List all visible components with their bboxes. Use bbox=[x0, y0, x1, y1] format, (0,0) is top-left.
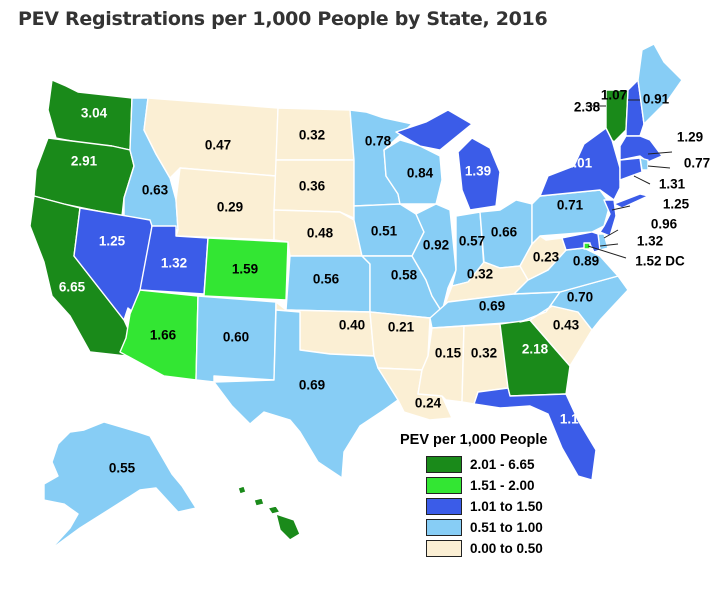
state-me bbox=[637, 43, 683, 125]
value-label-vt: 2.38 bbox=[574, 100, 601, 115]
state-co bbox=[203, 237, 289, 301]
value-label-ut: 1.32 bbox=[161, 256, 187, 271]
value-label-mt: 0.47 bbox=[205, 138, 231, 153]
value-label-ga: 2.18 bbox=[522, 342, 549, 357]
value-label-ky: 0.32 bbox=[467, 267, 493, 282]
legend-item: 0.00 to 0.50 bbox=[400, 538, 548, 559]
value-label-wv: 0.23 bbox=[533, 250, 560, 265]
value-label-nj: 1.25 bbox=[663, 197, 690, 212]
state-md bbox=[561, 231, 601, 253]
value-label-or: 2.91 bbox=[71, 154, 98, 169]
state-nj bbox=[599, 199, 617, 237]
value-label-mn: 0.78 bbox=[365, 134, 392, 149]
value-label-il: 0.92 bbox=[423, 238, 449, 253]
value-label-id: 0.63 bbox=[142, 183, 169, 198]
legend-swatch bbox=[426, 519, 462, 536]
legend-item: 0.51 to 1.00 bbox=[400, 517, 548, 538]
legend-swatch bbox=[426, 540, 462, 557]
legend-title: PEV per 1,000 People bbox=[400, 432, 548, 448]
callout-lines bbox=[586, 99, 673, 259]
value-label-nh: 1.07 bbox=[601, 88, 627, 103]
value-label-me: 0.91 bbox=[643, 92, 670, 107]
value-label-tx: 0.69 bbox=[299, 378, 325, 393]
legend-label: 1.01 to 1.50 bbox=[470, 499, 543, 514]
state-dc bbox=[583, 242, 591, 250]
state-ct bbox=[619, 157, 643, 181]
state-wi bbox=[383, 139, 443, 205]
value-label-in: 0.57 bbox=[459, 234, 485, 249]
state-hi bbox=[237, 485, 301, 541]
legend-item: 1.51 - 2.00 bbox=[400, 475, 548, 496]
value-label-ct: 1.31 bbox=[659, 177, 686, 192]
value-label-ms: 0.15 bbox=[435, 346, 462, 361]
value-label-ia: 0.51 bbox=[371, 224, 398, 239]
legend-label: 2.01 - 6.65 bbox=[470, 457, 535, 472]
legend-swatch bbox=[426, 477, 462, 494]
state-fl bbox=[473, 387, 597, 481]
value-label-la: 0.24 bbox=[415, 396, 442, 411]
state-mi bbox=[395, 109, 501, 211]
legend-item: 2.01 - 6.65 bbox=[400, 454, 548, 475]
state-sd bbox=[273, 159, 355, 219]
value-label-pa: 0.71 bbox=[557, 198, 584, 213]
value-label-ri: 0.77 bbox=[684, 156, 710, 171]
map-title: PEV Registrations per 1,000 People by St… bbox=[18, 8, 548, 30]
value-label-de: 0.96 bbox=[651, 217, 678, 232]
value-label-sc: 0.43 bbox=[553, 318, 580, 333]
value-label-dc: 1.52 DC bbox=[635, 254, 685, 269]
value-label-ca: 6.65 bbox=[59, 280, 86, 295]
value-label-md: 1.32 bbox=[637, 234, 663, 249]
value-label-mo: 0.58 bbox=[391, 268, 418, 283]
value-label-wi: 0.84 bbox=[407, 166, 434, 181]
value-label-nc: 0.70 bbox=[567, 290, 593, 305]
value-label-wa: 3.04 bbox=[81, 106, 108, 121]
value-label-oh: 0.66 bbox=[491, 225, 518, 240]
state-nc bbox=[519, 275, 629, 331]
value-label-fl: 1.13 bbox=[560, 412, 587, 427]
value-label-ok: 0.40 bbox=[339, 318, 365, 333]
value-label-mi: 1.39 bbox=[465, 164, 491, 179]
legend-item: 1.01 to 1.50 bbox=[400, 496, 548, 517]
state-tx bbox=[213, 309, 399, 479]
value-label-ny: 1.01 bbox=[566, 156, 593, 171]
value-label-ks: 0.56 bbox=[313, 272, 340, 287]
value-label-va: 0.89 bbox=[573, 254, 599, 269]
value-label-ma: 1.29 bbox=[677, 130, 703, 145]
legend-swatch bbox=[426, 456, 462, 473]
state-or bbox=[33, 137, 135, 217]
value-label-wy: 0.29 bbox=[217, 200, 243, 215]
value-label-az: 1.66 bbox=[150, 328, 177, 343]
value-label-nv: 1.25 bbox=[99, 234, 126, 249]
state-value-labels: 3.04 2.91 6.65 0.63 1.25 0.47 0.29 1.32 1.59 1.66… bbox=[59, 88, 710, 529]
value-label-hi: 3.80 bbox=[249, 514, 275, 529]
legend: PEV per 1,000 People 2.01 - 6.65 1.51 - 2… bbox=[400, 432, 548, 559]
legend-swatch bbox=[426, 498, 462, 515]
value-label-ar: 0.21 bbox=[388, 320, 415, 335]
value-label-nd: 0.32 bbox=[299, 128, 325, 143]
state-ak bbox=[43, 421, 197, 551]
value-label-co: 1.59 bbox=[232, 262, 258, 277]
value-label-nm: 0.60 bbox=[223, 330, 249, 345]
value-label-ak: 0.55 bbox=[109, 461, 136, 476]
value-label-al: 0.32 bbox=[471, 346, 497, 361]
legend-label: 0.51 to 1.00 bbox=[470, 520, 543, 535]
legend-label: 0.00 to 0.50 bbox=[470, 541, 543, 556]
value-label-tn: 0.69 bbox=[479, 299, 505, 314]
value-label-ne: 0.48 bbox=[307, 226, 334, 241]
legend-label: 1.51 - 2.00 bbox=[470, 478, 535, 493]
value-label-sd: 0.36 bbox=[299, 179, 326, 194]
